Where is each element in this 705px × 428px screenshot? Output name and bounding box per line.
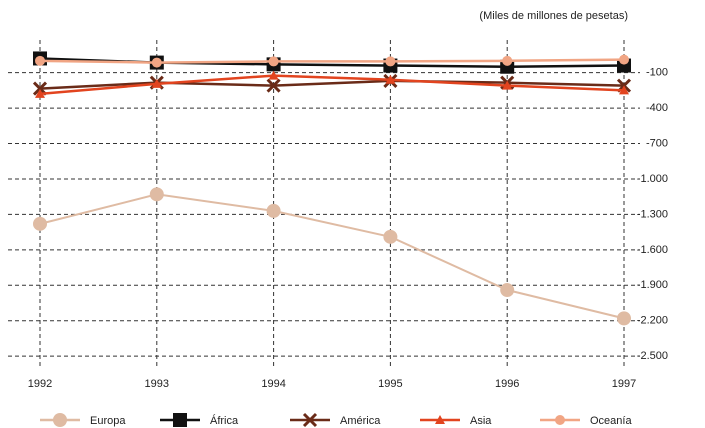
marker — [619, 85, 629, 95]
marker — [619, 54, 629, 65]
marker — [502, 80, 513, 90]
marker — [302, 412, 318, 428]
legend-label: África — [210, 414, 239, 427]
marker — [151, 57, 162, 68]
y-tick-label: -700 — [646, 137, 668, 149]
marker — [33, 216, 47, 231]
x-tick-label: 1993 — [145, 378, 169, 390]
marker — [173, 413, 187, 427]
y-tick-label: -1.600 — [637, 244, 668, 256]
marker — [266, 203, 281, 218]
series-line — [39, 79, 625, 90]
legend-label: Oceanía — [590, 415, 632, 427]
marker — [435, 415, 445, 424]
marker — [617, 311, 631, 326]
marker — [35, 88, 45, 98]
x-tick-label: 1995 — [378, 378, 402, 390]
y-tick-label: -2.500 — [637, 350, 668, 362]
x-tick-label: 1994 — [261, 378, 285, 390]
y-tick-label: -1.300 — [637, 208, 668, 220]
y-tick-label: -2.200 — [637, 315, 668, 327]
legend-label: Asia — [470, 415, 492, 427]
series-line — [39, 74, 625, 96]
marker — [266, 78, 281, 93]
y-tick-label: -1.000 — [637, 173, 668, 185]
marker — [383, 229, 398, 244]
y-tick-label: -100 — [646, 67, 668, 79]
marker — [500, 283, 515, 298]
marker — [35, 55, 45, 66]
marker — [385, 74, 396, 84]
legend-label: Europa — [90, 415, 126, 427]
marker — [268, 56, 279, 67]
marker — [53, 413, 67, 427]
x-tick-label: 1992 — [28, 378, 52, 390]
marker — [555, 415, 565, 425]
series-line — [39, 58, 625, 64]
marker — [151, 78, 162, 88]
series-line — [39, 193, 625, 320]
marker — [502, 55, 513, 66]
chart-subtitle: (Miles de millones de pesetas) — [479, 10, 628, 22]
y-tick-label: -400 — [646, 102, 668, 114]
marker — [268, 70, 279, 80]
y-tick-label: -1.900 — [637, 279, 668, 291]
marker — [149, 187, 164, 202]
legend-label: América — [340, 415, 381, 427]
x-tick-label: 1997 — [612, 378, 636, 390]
marker — [385, 56, 396, 67]
x-tick-label: 1996 — [495, 378, 519, 390]
